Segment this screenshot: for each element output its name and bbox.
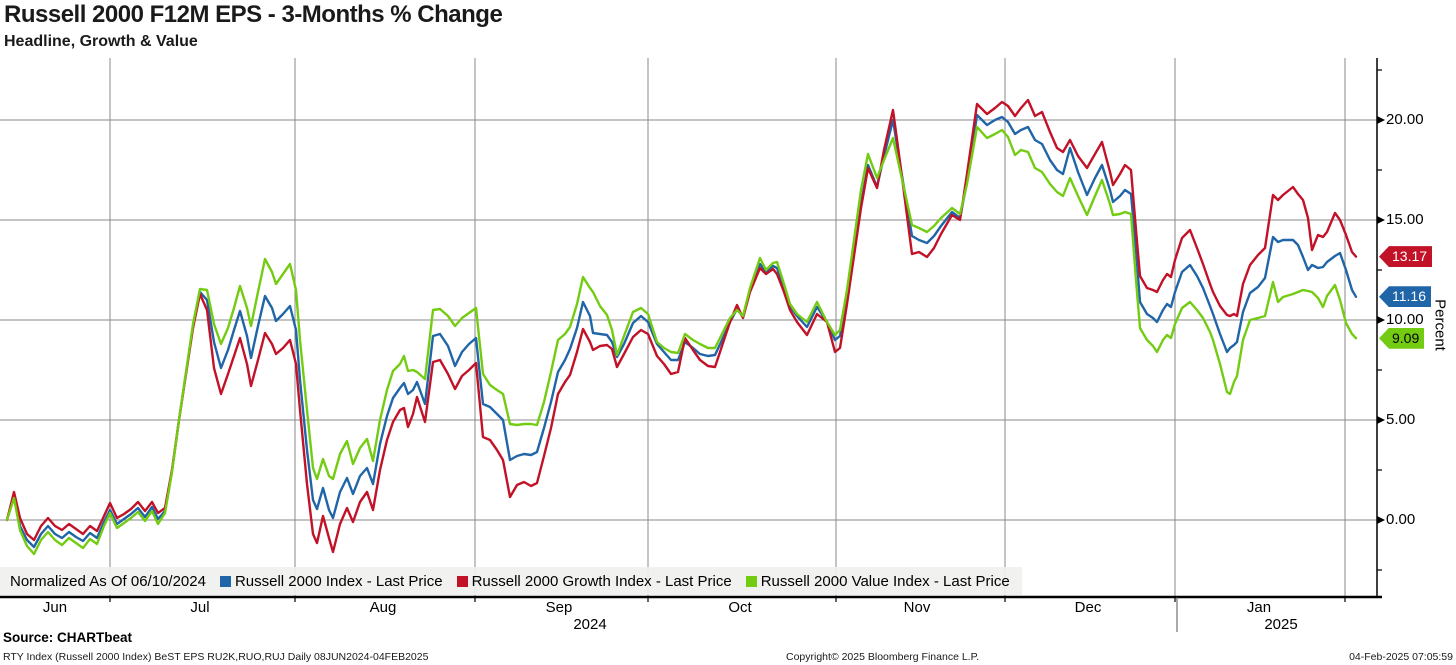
month-label: Nov [903,599,931,616]
y-tick-label: 15.00 [1386,211,1424,228]
green-series-swatch-icon [745,575,757,587]
month-label: Sep [545,599,573,616]
red-series-swatch-icon [456,575,468,587]
y-major-tick-arrow-icon [1377,216,1385,224]
blue-series-swatch-icon [219,575,231,587]
month-label: Oct [728,599,752,616]
month-label: Dec [1074,599,1102,616]
footnote-copyright: Copyright© 2025 Bloomberg Finance L.P. [786,651,980,663]
last-value-pill: 9.09 [1379,327,1425,349]
y-major-tick-arrow-icon [1377,416,1385,424]
legend-item-russell-2000-index[interactable]: Russell 2000 Index - Last Price [219,572,443,590]
y-tick-label: 0.00 [1386,511,1416,528]
y-tick-label: 10.00 [1386,311,1424,328]
page-subtitle: Headline, Growth & Value [4,33,198,50]
series-line [5,125,1358,556]
month-label: Aug [369,599,397,616]
page-title: Russell 2000 F12M EPS - 3-Months % Chang… [4,1,503,28]
last-value-pill: 11.16 [1379,286,1431,308]
y-major-tick-arrow-icon [1377,516,1385,524]
month-label: Jan [1246,599,1272,616]
y-tick-label: 5.00 [1386,411,1416,428]
legend-normalized-note: Normalized As Of 06/10/2024 [10,572,206,590]
series-line [5,98,1358,554]
y-axis-title: Percent [1431,299,1449,351]
legend-item-label: Russell 2000 Growth Index - Last Price [471,572,732,590]
month-label: Jul [190,599,210,616]
series-line [5,113,1358,549]
footnote-timestamp: 04-Feb-2025 07:05:59 [1349,651,1453,663]
y-major-tick-arrow-icon [1377,116,1385,124]
footnote-ticker-info: RTY Index (Russell 2000 Index) BeST EPS … [3,651,429,663]
month-label: Jun [42,599,68,616]
legend-item-russell-2000-growth-index[interactable]: Russell 2000 Growth Index - Last Price [456,572,732,590]
legend-item-label: Russell 2000 Index - Last Price [234,572,443,590]
y-major-tick-arrow-icon [1377,316,1385,324]
legend-item-russell-2000-value-index[interactable]: Russell 2000 Value Index - Last Price [745,572,1010,590]
source-credit: Source: CHARTbeat [3,630,133,645]
chart-legend: Normalized As Of 06/10/2024 Russell 2000… [0,567,1022,595]
year-label: 2025 [1264,616,1298,633]
legend-item-label: Russell 2000 Value Index - Last Price [760,572,1010,590]
year-label: 2024 [573,616,607,633]
last-value-pill: 13.17 [1379,246,1433,268]
y-tick-label: 20.00 [1386,111,1424,128]
